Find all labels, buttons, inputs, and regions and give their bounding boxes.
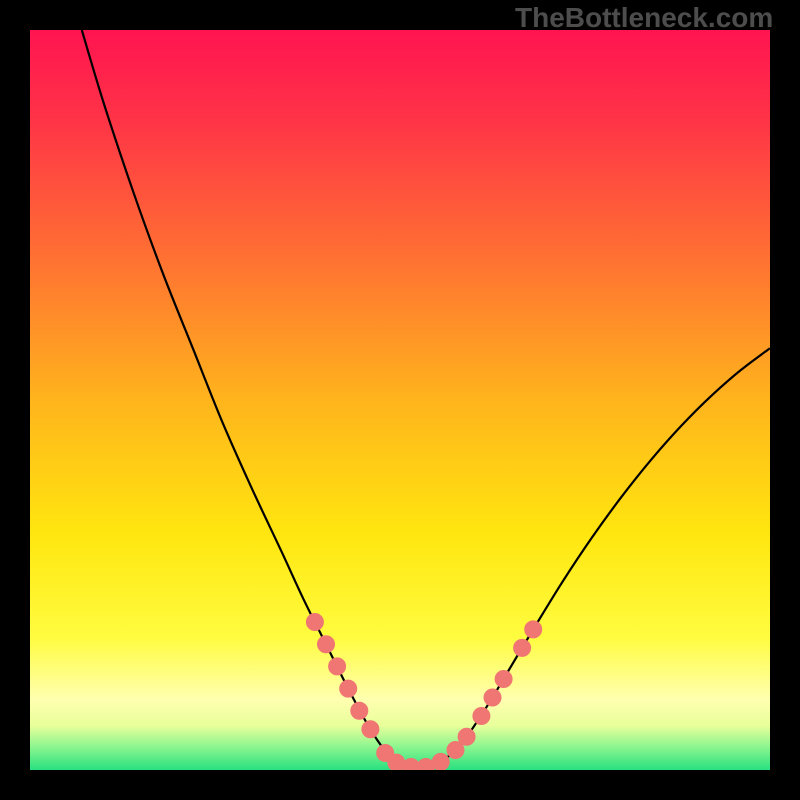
curve-marker <box>484 689 501 706</box>
curve-marker <box>514 639 531 656</box>
bottleneck-curve-chart <box>0 0 800 800</box>
curve-marker <box>362 721 379 738</box>
plot-background <box>30 30 770 770</box>
chart-frame <box>0 0 800 800</box>
curve-marker <box>432 753 449 770</box>
curve-marker <box>473 707 490 724</box>
curve-marker <box>351 702 368 719</box>
curve-marker <box>525 621 542 638</box>
curve-marker <box>340 680 357 697</box>
watermark-label: TheBottleneck.com <box>515 2 773 34</box>
curve-marker <box>495 670 512 687</box>
curve-marker <box>458 728 475 745</box>
curve-marker <box>306 614 323 631</box>
curve-marker <box>318 636 335 653</box>
curve-marker <box>329 658 346 675</box>
